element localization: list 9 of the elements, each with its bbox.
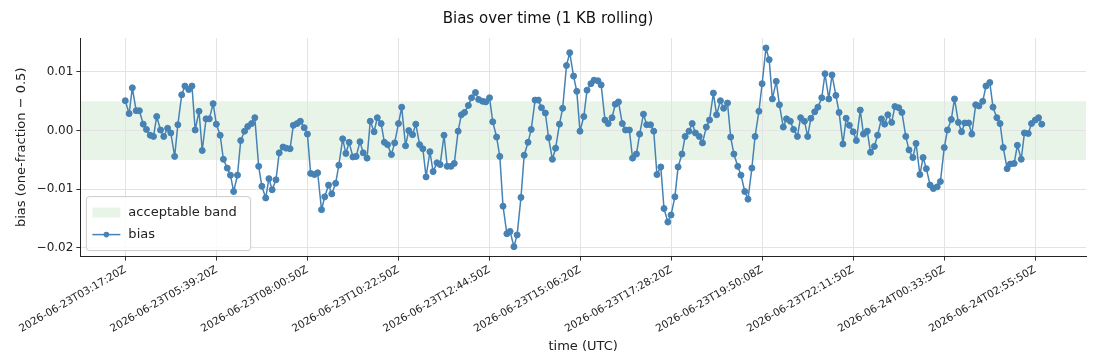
y-axis-title: bias (one-fraction − 0.5) [13,67,29,228]
y-tick-label: 0.01 [46,64,74,79]
y-tick-label: −0.02 [36,239,74,254]
chart-title: Bias over time (1 KB rolling) [442,8,654,27]
legend-label: bias [128,225,156,241]
x-axis-title: time (UTC) [548,337,618,353]
legend-label: acceptable band [128,203,237,219]
y-tick-label: −0.01 [36,181,74,196]
y-tick-label: 0.00 [46,122,74,137]
